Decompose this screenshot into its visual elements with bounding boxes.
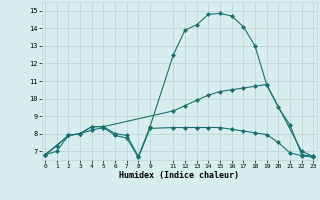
- X-axis label: Humidex (Indice chaleur): Humidex (Indice chaleur): [119, 171, 239, 180]
